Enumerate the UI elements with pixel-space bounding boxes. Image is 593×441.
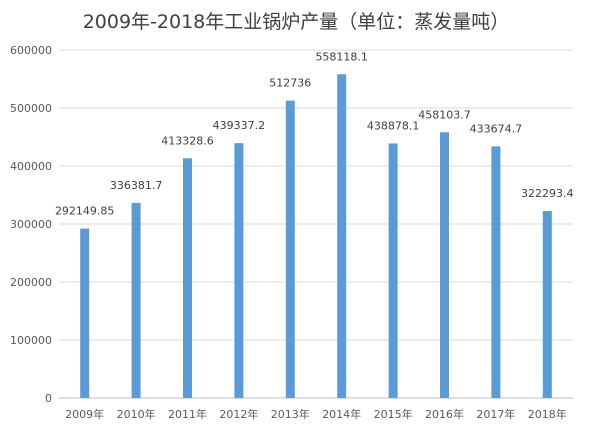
x-axis-ticks: 2009年 2010年 2011年 2012年 2013年 2014年 2015年 2016年… [65,407,567,421]
data-label: 458103.7 [418,108,471,121]
bar [80,228,90,398]
y-tick-label: 500000 [10,102,52,115]
bar [234,143,244,398]
bar [337,74,347,398]
data-label: 558118.1 [315,50,368,63]
chart-title: 2009年-2018年工业锅炉产量（单位：蒸发量吨） [83,11,510,33]
gridlines [59,49,573,399]
x-tick-label: 2013年 [271,407,310,421]
bar [542,211,552,398]
x-tick-label: 2012年 [219,407,258,421]
bar [285,100,295,398]
bar [491,146,501,398]
x-tick-label: 2014年 [322,407,361,421]
x-tick-label: 2011年 [168,407,207,421]
data-label: 439337.2 [213,119,266,132]
data-label: 336381.7 [110,179,163,192]
x-tick-label: 2017年 [476,407,515,421]
y-tick-label: 600000 [10,44,52,57]
x-tick-label: 2009年 [65,407,104,421]
y-axis-ticks: 0 100000 200000 300000 400000 500000 600000 [10,44,52,405]
data-label: 322293.4 [521,187,574,200]
bars [80,74,552,398]
x-tick-label: 2010年 [117,407,156,421]
data-label: 413328.6 [161,134,214,147]
y-tick-label: 100000 [10,334,52,347]
data-label: 438878.1 [367,119,420,132]
bar [131,202,141,398]
y-tick-label: 400000 [10,160,52,173]
bar [440,132,449,398]
y-tick-label: 200000 [10,276,52,289]
data-label: 433674.7 [470,122,523,135]
data-label: 292149.85 [55,205,115,218]
x-tick-label: 2016年 [425,407,464,421]
y-tick-label: 300000 [10,218,52,231]
bar [388,143,398,398]
x-tick-label: 2018年 [528,407,567,421]
y-tick-label: 0 [45,392,52,405]
x-tick-label: 2015年 [374,407,413,421]
data-label: 512736 [269,77,311,90]
data-labels: 292149.85 336381.7 413328.6 439337.2 512736 5… [55,50,574,217]
bar [183,158,192,398]
